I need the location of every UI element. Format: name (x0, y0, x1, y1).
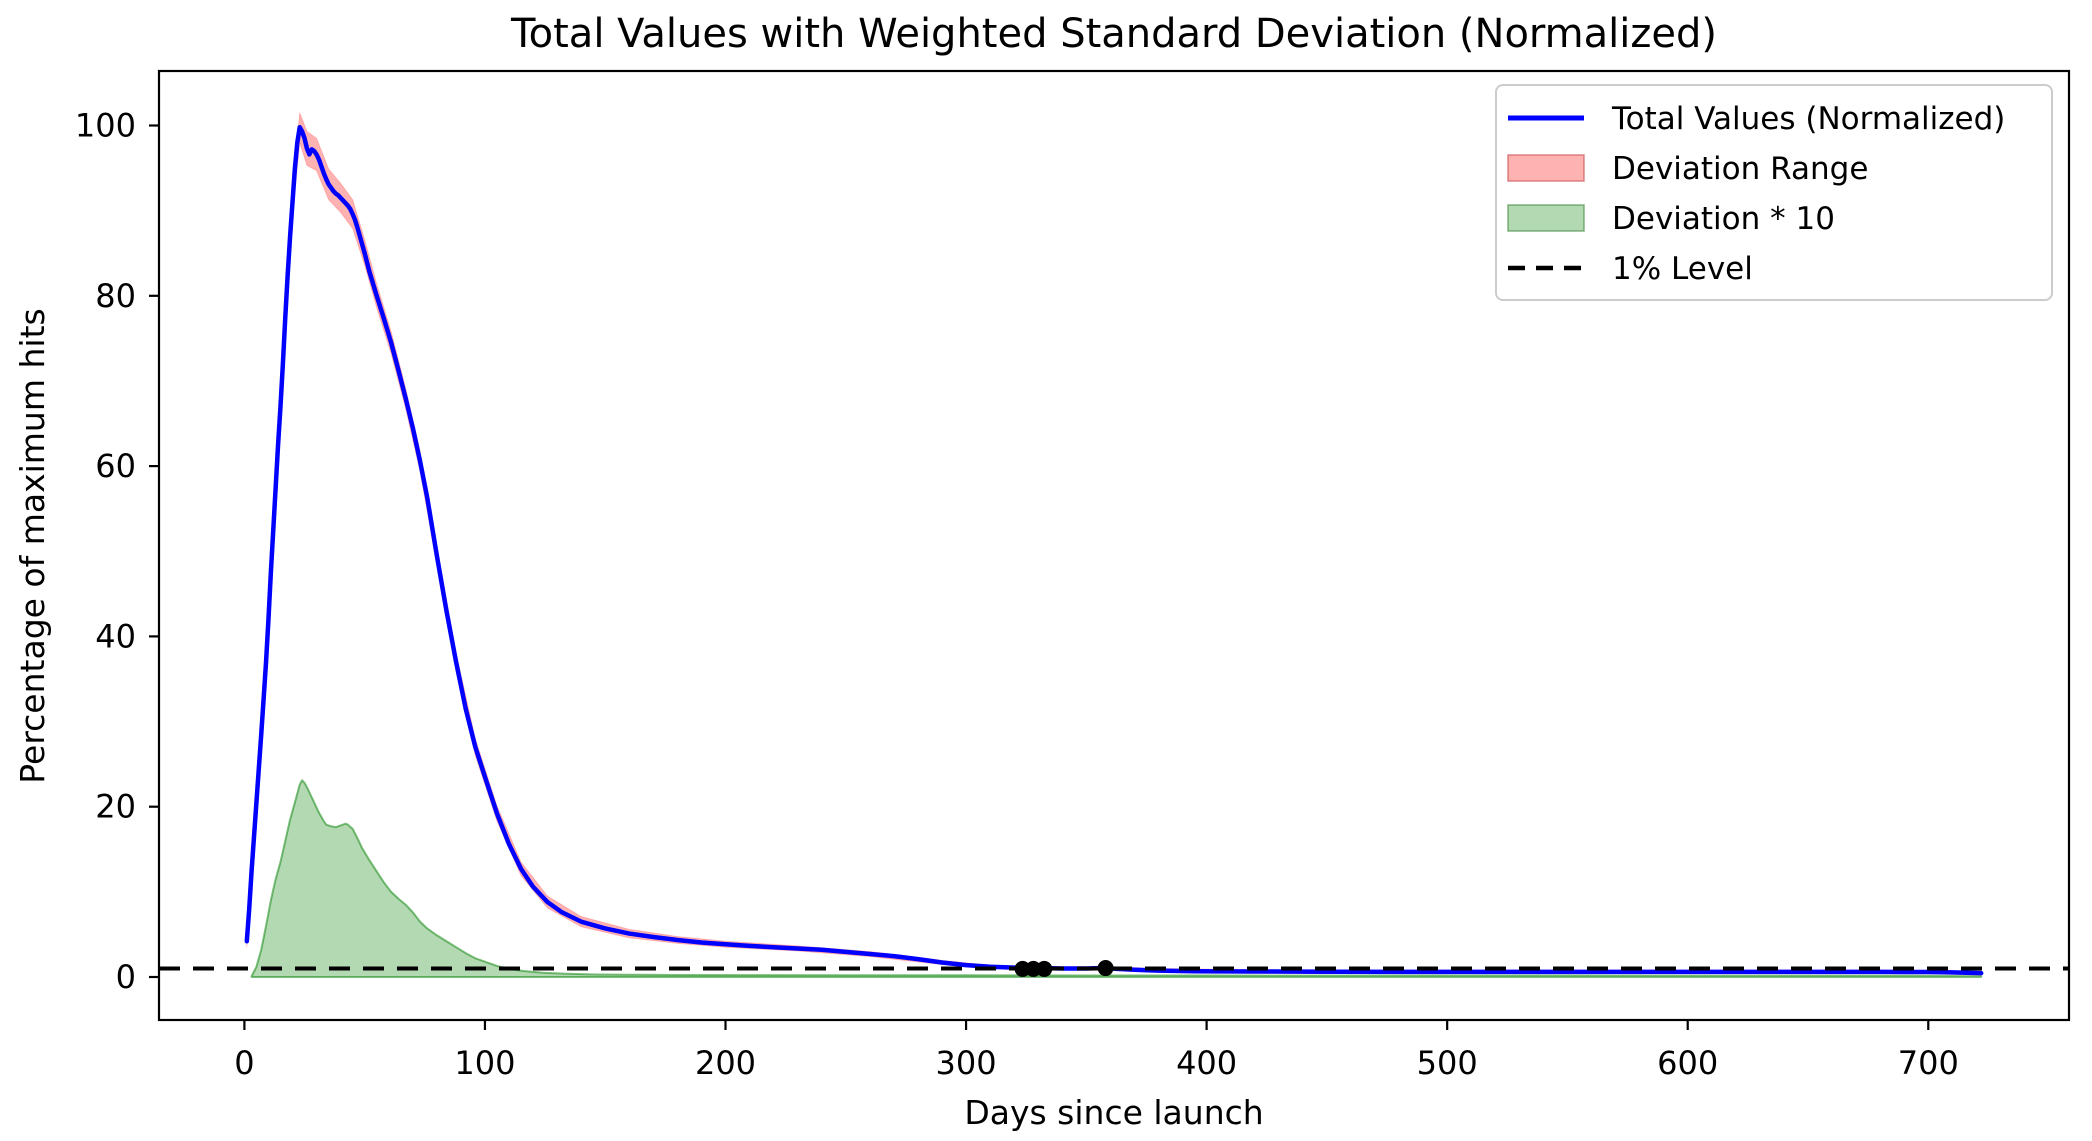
legend-box (1495, 84, 2053, 301)
legend-entry-one-percent: 1% Level (1508, 251, 1753, 287)
x-tick-label: 200 (695, 1044, 756, 1082)
chart-title: Total Values with Weighted Standard Devi… (510, 11, 1717, 57)
axes: 0 100 200 300 400 500 600 700 0 20 40 60 80 100 (75, 69, 2071, 1082)
x-tick-label: 600 (1657, 1044, 1718, 1082)
legend-label: 1% Level (1612, 251, 1753, 287)
plot-spines (157, 69, 2071, 1022)
legend-label: Deviation Range (1612, 151, 1868, 187)
legend-label: Total Values (Normalized) (1611, 101, 2005, 137)
x-tick-label: 700 (1898, 1044, 1959, 1082)
x-tick-label: 400 (1176, 1044, 1237, 1082)
x-axis-label: Days since launch (964, 1093, 1263, 1132)
legend-entry-deviation-range: Deviation Range (1507, 151, 1868, 187)
legend-patch-green (1507, 204, 1585, 232)
data-point-marker (1097, 960, 1114, 977)
legend-patch-red (1507, 154, 1585, 182)
y-axis-label: Percentage of maximum hits (13, 308, 52, 783)
legend-label: Deviation * 10 (1612, 201, 1835, 237)
y-tick-label: 0 (116, 958, 136, 996)
y-tick-label: 60 (95, 447, 136, 485)
y-tick-label: 80 (95, 277, 136, 315)
legend-entry-total-values: Total Values (Normalized) (1508, 101, 2005, 137)
y-tick-label: 20 (95, 788, 136, 826)
plot-area (159, 112, 2069, 978)
x-tick-label: 500 (1417, 1044, 1478, 1082)
x-tick-label: 100 (454, 1044, 515, 1082)
y-tick-label: 40 (95, 617, 136, 655)
x-tick-label: 0 (234, 1044, 254, 1082)
data-point-marker (1036, 960, 1053, 977)
legend-entry-deviation-x10: Deviation * 10 (1507, 201, 1835, 237)
x-tick-label: 300 (936, 1044, 997, 1082)
y-tick-label: 100 (75, 106, 136, 144)
legend: Total Values (Normalized) Deviation Rang… (1495, 84, 2053, 301)
